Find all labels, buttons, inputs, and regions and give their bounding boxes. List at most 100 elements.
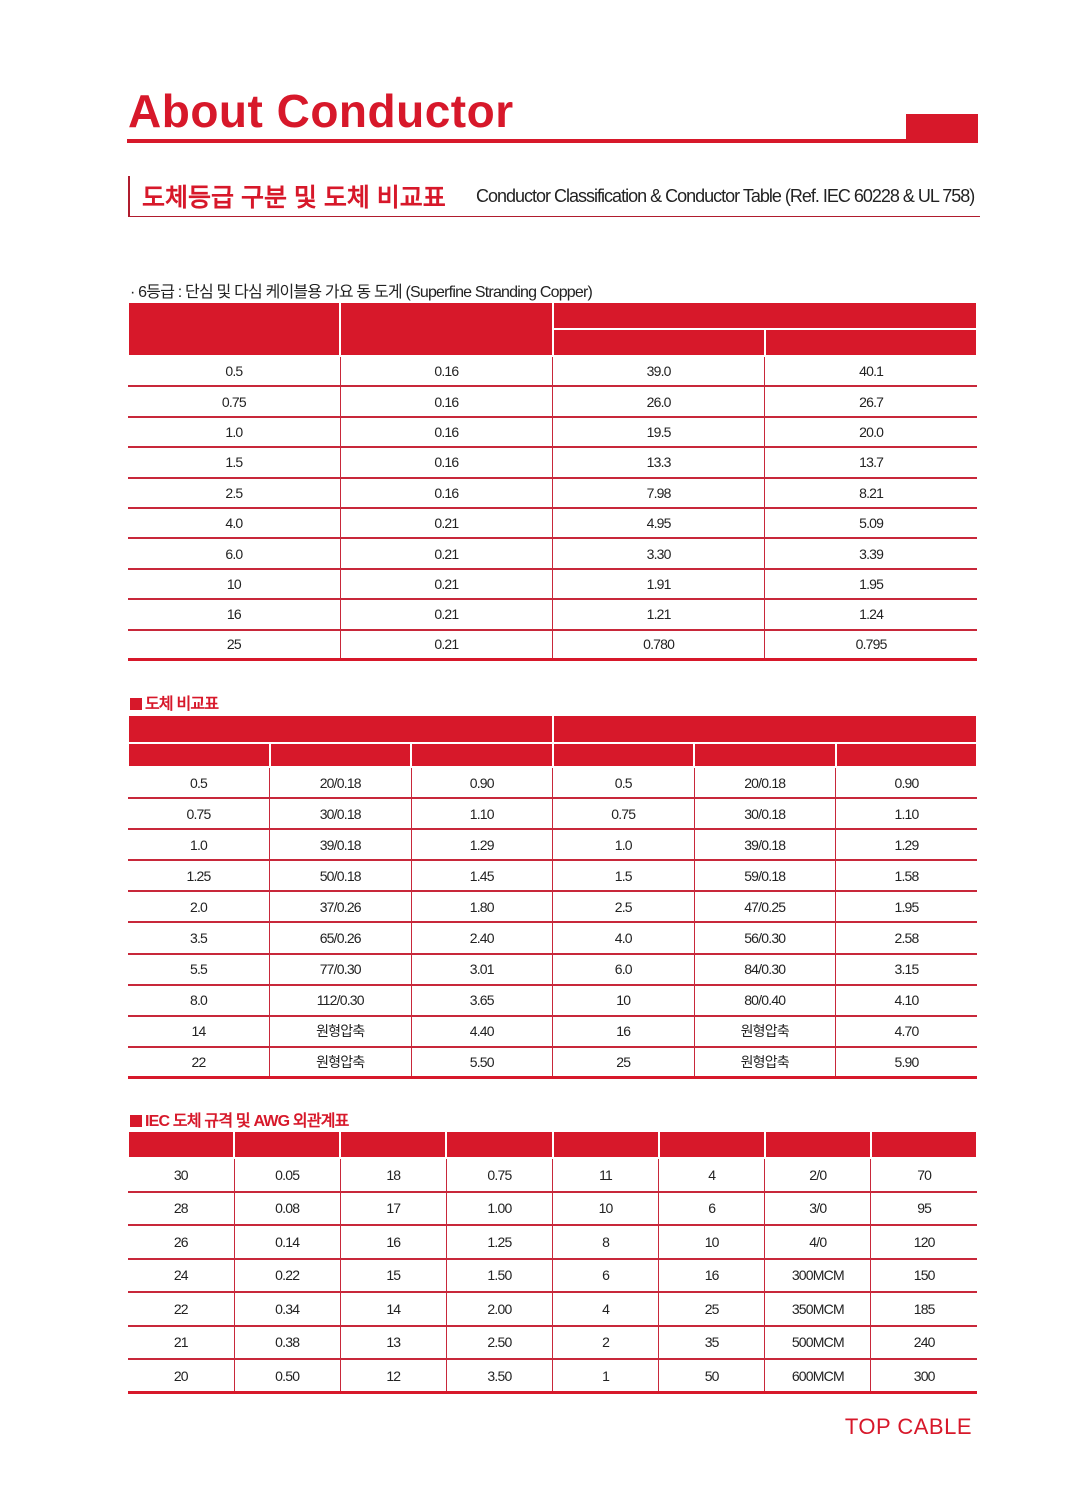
table-cell: 0.75	[128, 798, 270, 831]
table-cell: 21	[128, 1325, 235, 1360]
table-cell: 4.40	[410, 1015, 553, 1048]
table-cell: 0.21	[339, 599, 553, 631]
header-cell	[445, 1132, 554, 1159]
table-row: 30 0.05 18 0.75 11 4 2/0 70	[128, 1158, 977, 1193]
table-cell: 39.0	[551, 356, 765, 388]
table-cell: 2	[551, 1325, 659, 1360]
header-cell	[693, 743, 837, 768]
table-cell: 112/0.30	[269, 984, 411, 1017]
table-cell: 7.98	[551, 477, 765, 509]
table-cell: 185	[870, 1292, 977, 1327]
table-row: 10 0.21 1.91 1.95	[128, 568, 977, 601]
table-cell: 13.7	[764, 447, 977, 479]
header-cell	[127, 743, 271, 768]
table-cell: 500MCM	[764, 1325, 871, 1360]
table-cell: 56/0.30	[693, 922, 836, 955]
table-cell: 37/0.26	[269, 891, 411, 924]
table-cell: 47/0.25	[693, 891, 836, 924]
table-cell: 24	[128, 1258, 235, 1293]
table-cell: 5.50	[410, 1046, 553, 1080]
title-divider	[127, 139, 978, 143]
table-cell: 1.25	[445, 1225, 553, 1260]
table-cell: 0.22	[233, 1258, 341, 1293]
table-cell: 4	[551, 1292, 659, 1327]
table-cell: 77/0.30	[269, 953, 411, 986]
table-cell: 50/0.18	[269, 860, 411, 893]
table-row: 2.5 0.16 7.98 8.21	[128, 477, 977, 509]
header-cell	[834, 743, 978, 768]
table-cell: 39/0.18	[693, 829, 836, 862]
header-cell	[763, 329, 979, 357]
table-cell: 10	[128, 568, 341, 601]
table-cell: 1.10	[410, 798, 553, 831]
table-cell: 20	[128, 1359, 235, 1394]
table-cell: 3.01	[410, 953, 553, 986]
table-cell: 3.65	[410, 984, 553, 1017]
table-cell: 0.21	[339, 629, 553, 662]
table-cell: 3.30	[551, 538, 765, 570]
superfine-stranding-table: 0.5 0.16 39.0 40.1 0.75 0.16 26.0 26.7 1.0 0.16 19…	[126, 303, 979, 662]
header-cell	[233, 1132, 342, 1159]
table-cell: 300MCM	[764, 1258, 871, 1293]
table-row: 5.5 77/0.30 3.01 6.0 84/0.30 3.15	[128, 953, 977, 986]
table-cell: 0.50	[233, 1359, 341, 1394]
table-cell: 1.95	[764, 568, 977, 601]
table-row: 20 0.50 12 3.50 1 50 600MCM 300	[128, 1359, 977, 1394]
table-cell: 13	[339, 1325, 447, 1360]
table-cell: 원형압축	[269, 1015, 411, 1048]
table-cell: 6	[658, 1191, 765, 1226]
table-cell: 1.10	[835, 798, 977, 831]
table-cell: 4.70	[835, 1015, 977, 1048]
table-cell: 3.39	[764, 538, 977, 570]
table-cell: 30/0.18	[269, 798, 411, 831]
table-cell: 0.90	[835, 767, 977, 800]
table-cell: 16	[552, 1015, 694, 1048]
table-cell: 2.5	[552, 891, 694, 924]
table-cell: 1.5	[552, 860, 694, 893]
table1-note: · 6등급 : 단심 및 다심 케이블용 가요 동 도게 (Superfine …	[130, 284, 593, 301]
table-row: 14 원형압축 4.40 16 원형압축 4.70	[128, 1015, 977, 1048]
header-cell	[268, 743, 412, 768]
table-cell: 70	[870, 1158, 977, 1193]
table-cell: 65/0.26	[269, 922, 411, 955]
table-cell: 20/0.18	[269, 767, 411, 800]
table-cell: 240	[870, 1325, 977, 1360]
table-cell: 1.0	[128, 829, 270, 862]
table-cell: 20.0	[764, 416, 977, 449]
table-cell: 14	[339, 1292, 447, 1327]
table-cell: 13.3	[551, 447, 765, 479]
subtitle-english: Conductor Classification & Conductor Tab…	[476, 186, 975, 206]
table-cell: 30/0.18	[693, 798, 836, 831]
table-cell: 원형압축	[693, 1046, 836, 1080]
table-cell: 0.16	[339, 356, 553, 388]
table-cell: 0.75	[552, 798, 694, 831]
table-cell: 1	[551, 1359, 659, 1394]
table-cell: 600MCM	[764, 1359, 871, 1394]
table-cell: 1.50	[445, 1258, 553, 1293]
table-cell: 2.40	[410, 922, 553, 955]
table-row: 8.0 112/0.30 3.65 10 80/0.40 4.10	[128, 984, 977, 1017]
table-row: 4.0 0.21 4.95 5.09	[128, 507, 977, 540]
table-cell: 40.1	[764, 356, 977, 388]
page-title: About Conductor	[128, 85, 514, 137]
table-cell: 28	[128, 1191, 235, 1226]
header-cell	[551, 743, 695, 768]
table-cell: 0.21	[339, 568, 553, 601]
table-cell: 0.16	[339, 416, 553, 449]
iec-awg-table: 30 0.05 18 0.75 11 4 2/0 70 28 0.08 17 1.00 10 6 3/0 95…	[126, 1132, 979, 1394]
table-cell: 2.00	[445, 1292, 553, 1327]
table-row: 28 0.08 17 1.00 10 6 3/0 95	[128, 1191, 977, 1226]
table-cell: 14	[128, 1015, 270, 1048]
table-cell: 39/0.18	[269, 829, 411, 862]
table-cell: 26	[128, 1225, 235, 1260]
table-cell: 10	[658, 1225, 765, 1260]
brand-footer: TOP CABLE	[844, 1414, 972, 1439]
table-row: 16 0.21 1.21 1.24	[128, 599, 977, 631]
table-cell: 3.50	[445, 1359, 553, 1394]
table-cell: 50	[658, 1359, 765, 1394]
table-cell: 0.16	[339, 477, 553, 509]
table-cell: 0.21	[339, 507, 553, 540]
table-cell: 4.10	[835, 984, 977, 1017]
header-cell	[127, 716, 554, 744]
table-cell: 1.58	[835, 860, 977, 893]
